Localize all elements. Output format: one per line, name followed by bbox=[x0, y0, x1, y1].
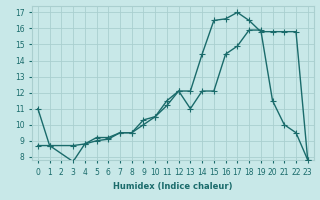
X-axis label: Humidex (Indice chaleur): Humidex (Indice chaleur) bbox=[113, 182, 233, 191]
